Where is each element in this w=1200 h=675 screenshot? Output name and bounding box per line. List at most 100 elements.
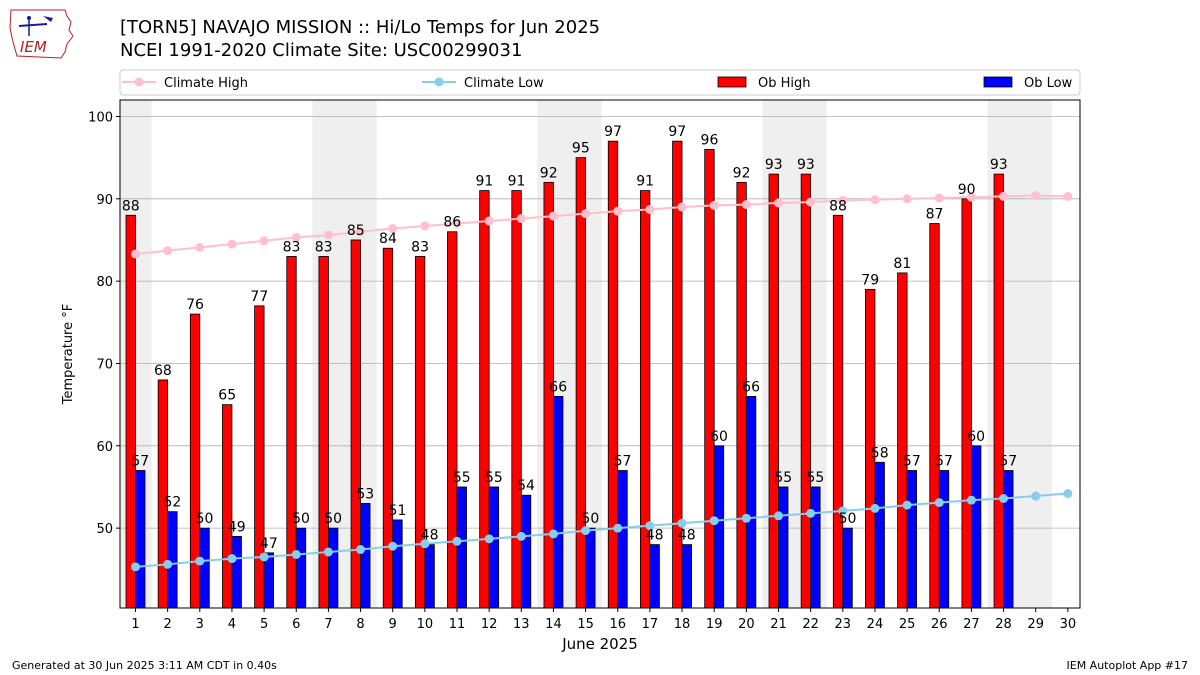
- y-tick-label: 50: [96, 522, 113, 537]
- ob-low-label: 66: [742, 379, 760, 395]
- ob-low-label: 50: [196, 511, 214, 527]
- ob-low-bar: [231, 535, 242, 609]
- climate-low-point: [484, 534, 494, 544]
- climate-low-point: [966, 495, 976, 505]
- ob-low-bar: [585, 527, 596, 609]
- climate-high-point: [548, 211, 558, 221]
- climate-low-point: [259, 552, 269, 562]
- climate-low-point: [902, 500, 912, 510]
- climate-low-point: [774, 511, 783, 521]
- climate-low-point: [645, 521, 655, 531]
- climate-high-point: [291, 232, 301, 242]
- y-axis-label: Temperature °F: [61, 304, 76, 405]
- climate-high-point: [934, 193, 944, 203]
- climate-high-point: [195, 242, 205, 252]
- ob-low-bar: [488, 486, 500, 609]
- ob-low-label: 50: [581, 511, 599, 527]
- ob-low-label: 48: [678, 528, 696, 544]
- ob-low-label: 53: [356, 486, 374, 502]
- ob-low-label: 57: [999, 454, 1017, 470]
- ob-high-label: 76: [186, 297, 204, 313]
- climate-high-point: [131, 249, 140, 259]
- ob-high-bar: [254, 305, 265, 609]
- ob-high-label: 91: [508, 174, 526, 190]
- ob-high-label: 93: [990, 157, 1008, 173]
- climate-low-point: [870, 503, 880, 513]
- x-tick-label: 21: [770, 617, 787, 632]
- climate-low-point: [709, 516, 719, 526]
- ob-low-label: 50: [292, 511, 310, 527]
- ob-low-bar: [327, 527, 339, 609]
- ob-high-bar: [125, 214, 136, 609]
- climate-high-point: [259, 236, 269, 246]
- x-tick-label: 9: [389, 617, 397, 632]
- ob-low-label: 50: [324, 511, 342, 527]
- ob-high-bar: [800, 173, 812, 609]
- ob-low-bar: [938, 470, 950, 609]
- climate-high-point: [613, 206, 623, 216]
- ob-high-bar: [511, 190, 522, 609]
- x-tick-label: 23: [835, 617, 852, 632]
- climate-low-point: [613, 523, 623, 533]
- logo-text: IEM: [20, 38, 47, 56]
- ob-low-label: 60: [710, 429, 728, 445]
- x-tick-label: 17: [642, 617, 659, 632]
- climate-high-point: [420, 221, 430, 231]
- ob-low-label: 55: [774, 470, 792, 486]
- ob-high-label: 79: [861, 272, 879, 288]
- climate-low-point: [195, 556, 205, 566]
- x-tick-label: 12: [481, 617, 498, 632]
- ob-high-label: 92: [540, 165, 558, 181]
- climate-high-point: [838, 195, 848, 205]
- climate-low-point: [548, 529, 558, 539]
- x-tick-label: 28: [995, 617, 1012, 632]
- climate-low-line: [135, 492, 1068, 568]
- x-tick-label: 18: [674, 617, 691, 632]
- x-tick-label: 22: [802, 617, 819, 632]
- ob-low-label: 57: [903, 454, 921, 470]
- x-tick-label: 27: [963, 617, 980, 632]
- ob-high-label: 95: [572, 141, 590, 157]
- ob-low-label: 66: [549, 379, 567, 395]
- ob-low-bar: [360, 503, 371, 609]
- ob-high-label: 93: [797, 157, 815, 173]
- x-tick-label: 4: [228, 617, 236, 632]
- ob-high-label: 97: [604, 124, 622, 140]
- climate-high-point: [581, 209, 591, 219]
- ob-low-label: 52: [163, 495, 181, 511]
- climate-lines: [131, 191, 1073, 572]
- ob-high-label: 93: [765, 157, 783, 173]
- ob-low-bar: [520, 494, 532, 609]
- ob-low-label: 57: [131, 454, 149, 470]
- ob-low-bar: [199, 527, 210, 609]
- ob-high-label: 96: [701, 132, 719, 148]
- ob-high-label: 68: [154, 363, 172, 379]
- ob-high-label: 81: [893, 256, 911, 272]
- ob-high-bar: [832, 214, 844, 609]
- ob-low-label: 48: [421, 528, 439, 544]
- legend-climate-high-marker: [134, 77, 144, 87]
- climate-high-point: [163, 246, 173, 256]
- climate-low-point: [1031, 491, 1041, 501]
- ob-high-label: 65: [218, 388, 236, 404]
- x-tick-label: 30: [1060, 617, 1077, 632]
- ob-high-label: 90: [958, 182, 976, 198]
- ob-high-bar: [768, 173, 779, 609]
- ob-low-bar: [713, 445, 725, 609]
- ob-low-label: 48: [646, 528, 664, 544]
- ob-high-bar: [929, 223, 940, 609]
- ob-low-bar: [135, 470, 146, 609]
- legend-ob-low-label: Ob Low: [1024, 76, 1073, 91]
- ob-low-label: 57: [614, 454, 632, 470]
- ob-low-label: 58: [871, 445, 889, 461]
- ob-low-label: 57: [935, 454, 953, 470]
- legend-ob-low-swatch: [983, 76, 1013, 88]
- ob-high-label: 91: [475, 174, 493, 190]
- climate-high-point: [484, 216, 494, 226]
- ob-high-label: 85: [347, 223, 365, 239]
- ob-high-bar: [414, 256, 426, 609]
- climate-high-point: [388, 223, 398, 233]
- ob-high-label: 88: [829, 198, 847, 214]
- ob-low-bar: [392, 519, 403, 609]
